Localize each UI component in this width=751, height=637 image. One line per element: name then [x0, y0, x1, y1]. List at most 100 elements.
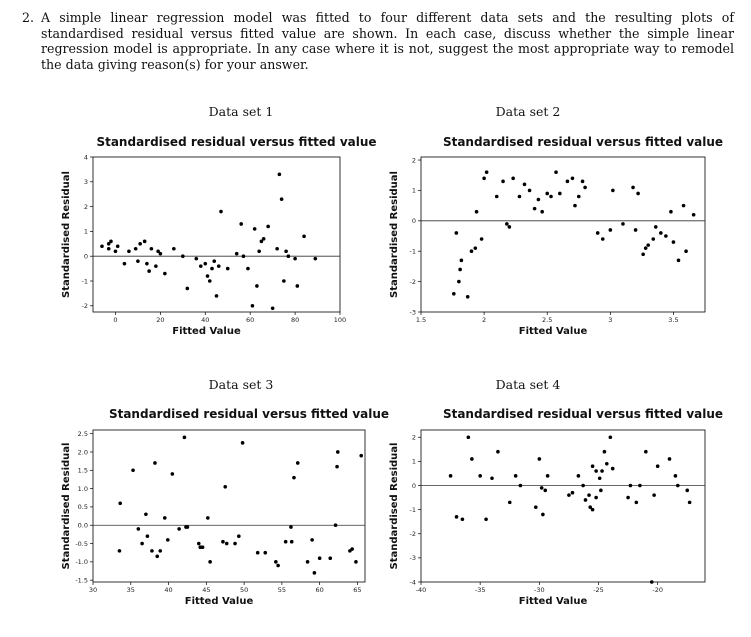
data-point — [255, 550, 260, 555]
chart-title-2: Standardised residual versus fitted valu… — [443, 135, 723, 149]
data-point — [581, 483, 585, 488]
dataset-label-1: Data set 1 — [208, 104, 274, 119]
data-point — [221, 539, 225, 544]
data-point — [540, 209, 544, 214]
data-point — [150, 549, 154, 553]
data-point — [684, 249, 688, 254]
x-tick-label: 2 — [482, 316, 486, 324]
y-tick-label: -2 — [82, 302, 88, 310]
y-axis-label-3: Standardised Residual — [61, 443, 72, 570]
data-point — [479, 237, 484, 241]
data-point — [507, 500, 512, 505]
y-tick-label: 2.5 — [78, 430, 88, 438]
dataset-label-2: Data set 2 — [495, 104, 561, 119]
data-point — [691, 212, 696, 217]
data-point — [643, 246, 648, 250]
data-point — [196, 541, 201, 546]
data-point — [638, 483, 642, 488]
y-tick-label: 1 — [412, 458, 416, 466]
data-point — [246, 266, 250, 271]
data-point — [676, 258, 681, 263]
y-tick-label: -1.5 — [75, 576, 88, 584]
x-tick-label: 65 — [353, 586, 361, 594]
data-point — [252, 227, 257, 231]
x-tick-label: 40 — [201, 316, 209, 324]
data-point — [459, 258, 464, 263]
data-point — [185, 525, 190, 529]
dataset-label-4: Data set 4 — [495, 377, 561, 392]
y-tick-label: 1 — [84, 228, 88, 236]
data-point — [652, 493, 656, 497]
data-point — [295, 461, 300, 465]
data-point — [154, 264, 158, 268]
data-point — [270, 306, 275, 311]
data-point — [333, 523, 338, 528]
data-point — [590, 464, 595, 468]
data-point — [241, 254, 246, 258]
data-point — [335, 464, 339, 469]
data-point — [266, 224, 270, 229]
data-point — [651, 237, 656, 241]
data-point — [274, 560, 278, 564]
data-point — [646, 243, 650, 247]
data-point — [587, 493, 591, 497]
data-point — [667, 457, 672, 461]
data-point — [182, 435, 187, 440]
data-point — [224, 541, 229, 546]
data-point — [513, 474, 518, 478]
y-tick-label: -1.0 — [75, 558, 88, 566]
data-point — [594, 495, 598, 500]
y-tick-label: -0.5 — [75, 540, 88, 548]
data-point — [634, 500, 639, 505]
data-point — [636, 191, 640, 196]
data-point — [106, 242, 111, 246]
data-point — [583, 185, 587, 190]
data-point — [567, 493, 571, 497]
y-tick-label: 0 — [412, 217, 416, 225]
data-point — [172, 246, 176, 251]
data-point — [687, 500, 692, 505]
data-point — [237, 534, 241, 539]
data-point — [685, 488, 690, 493]
data-point — [212, 259, 217, 263]
data-point — [673, 474, 678, 478]
data-point — [145, 261, 149, 266]
data-point — [511, 176, 515, 181]
data-point — [255, 284, 259, 288]
x-tick-label: 80 — [291, 316, 299, 324]
data-point — [600, 469, 604, 473]
data-point — [240, 441, 245, 445]
data-point — [460, 517, 465, 522]
y-axis-label-4: Standardised Residual — [389, 443, 400, 570]
data-point — [145, 534, 150, 539]
data-point — [602, 449, 607, 454]
x-tick-label: 55 — [278, 586, 286, 594]
data-point — [127, 249, 131, 254]
data-point — [136, 259, 140, 263]
data-point — [113, 249, 118, 254]
data-point — [257, 249, 261, 254]
data-point — [177, 527, 181, 531]
data-point — [206, 516, 210, 520]
data-point — [310, 538, 314, 542]
data-point — [664, 234, 668, 238]
data-point — [597, 476, 602, 481]
data-point — [207, 279, 212, 283]
x-axis-label-1: Fitted Value — [172, 326, 241, 337]
data-point — [275, 246, 279, 251]
y-axis-label-1: Standardised Residual — [61, 171, 72, 298]
data-point — [599, 488, 603, 493]
data-point — [554, 170, 558, 174]
data-point — [536, 197, 541, 202]
data-point — [313, 256, 318, 261]
x-tick-label: 60 — [316, 586, 324, 594]
y-tick-label: 0 — [84, 253, 88, 261]
data-point — [234, 251, 239, 256]
data-point — [292, 475, 296, 480]
x-axis-label-2: Fitted Value — [519, 326, 588, 337]
data-point — [122, 261, 127, 266]
data-point — [131, 468, 135, 473]
data-point — [541, 512, 545, 517]
data-point — [106, 246, 111, 251]
data-point — [545, 191, 550, 196]
